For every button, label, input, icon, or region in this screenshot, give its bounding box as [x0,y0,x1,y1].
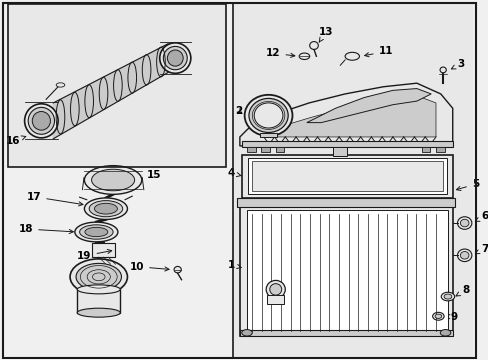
Text: 14: 14 [249,297,265,313]
Ellipse shape [24,104,58,138]
Ellipse shape [85,227,108,237]
Text: 5: 5 [455,179,478,190]
Bar [260,133,277,137]
Ellipse shape [269,284,281,295]
Bar [421,147,429,152]
Bar [246,211,447,332]
Ellipse shape [299,53,309,59]
Bar [247,158,446,194]
Polygon shape [263,96,435,137]
Bar [266,295,284,304]
Ellipse shape [309,41,318,49]
Ellipse shape [94,203,117,214]
Bar [275,147,284,152]
Bar [242,140,452,147]
Text: 16: 16 [5,136,26,146]
Ellipse shape [70,259,127,295]
Bar [251,161,442,192]
Ellipse shape [244,95,292,136]
Ellipse shape [443,294,451,299]
Ellipse shape [56,83,64,87]
Ellipse shape [457,249,471,262]
Ellipse shape [174,266,181,273]
Ellipse shape [167,50,183,66]
Text: 15: 15 [146,170,161,180]
Ellipse shape [173,49,187,67]
Ellipse shape [254,103,283,128]
Text: 11: 11 [364,46,392,57]
Text: 4: 4 [227,168,241,179]
FancyArrowPatch shape [142,177,143,190]
FancyArrowPatch shape [82,177,84,190]
Bar [242,155,452,198]
Text: 18: 18 [19,224,73,234]
Bar [435,147,444,152]
Polygon shape [53,44,168,139]
Bar [240,200,452,336]
Ellipse shape [32,112,50,130]
Text: 19: 19 [77,249,111,261]
Ellipse shape [28,107,54,134]
Ellipse shape [77,308,120,317]
Text: 8: 8 [455,285,468,296]
Ellipse shape [439,67,446,73]
Ellipse shape [80,225,113,239]
Text: 2: 2 [235,105,242,116]
Bar [237,198,454,207]
Ellipse shape [459,252,468,259]
Ellipse shape [432,312,443,320]
Bar [91,243,115,257]
Ellipse shape [160,43,190,73]
Bar [240,329,452,336]
Ellipse shape [163,46,187,70]
Bar [233,4,472,357]
Text: 12: 12 [265,48,294,58]
Text: 7: 7 [474,244,488,254]
Text: 10: 10 [129,262,169,272]
Text: 1: 1 [227,260,241,270]
Polygon shape [240,83,452,146]
Text: 17: 17 [27,192,83,206]
Ellipse shape [241,329,252,336]
Ellipse shape [457,217,471,229]
Ellipse shape [84,166,142,194]
Polygon shape [306,89,430,123]
Ellipse shape [459,219,468,227]
Bar [332,147,347,156]
Ellipse shape [91,169,134,191]
Ellipse shape [440,292,454,301]
Bar [8,4,225,167]
Text: 3: 3 [450,59,464,69]
Bar [9,5,224,167]
Ellipse shape [89,201,122,217]
Ellipse shape [248,98,287,132]
Text: 13: 13 [318,27,333,42]
Bar [77,289,120,313]
Ellipse shape [84,198,127,220]
Ellipse shape [345,52,359,60]
Ellipse shape [75,222,118,242]
Ellipse shape [434,314,441,319]
Ellipse shape [439,329,450,336]
Ellipse shape [265,280,285,298]
Bar [261,147,269,152]
Bar [246,147,255,152]
Text: 9: 9 [444,312,457,322]
Ellipse shape [76,264,121,290]
Ellipse shape [77,285,120,294]
Text: 6: 6 [474,211,488,221]
